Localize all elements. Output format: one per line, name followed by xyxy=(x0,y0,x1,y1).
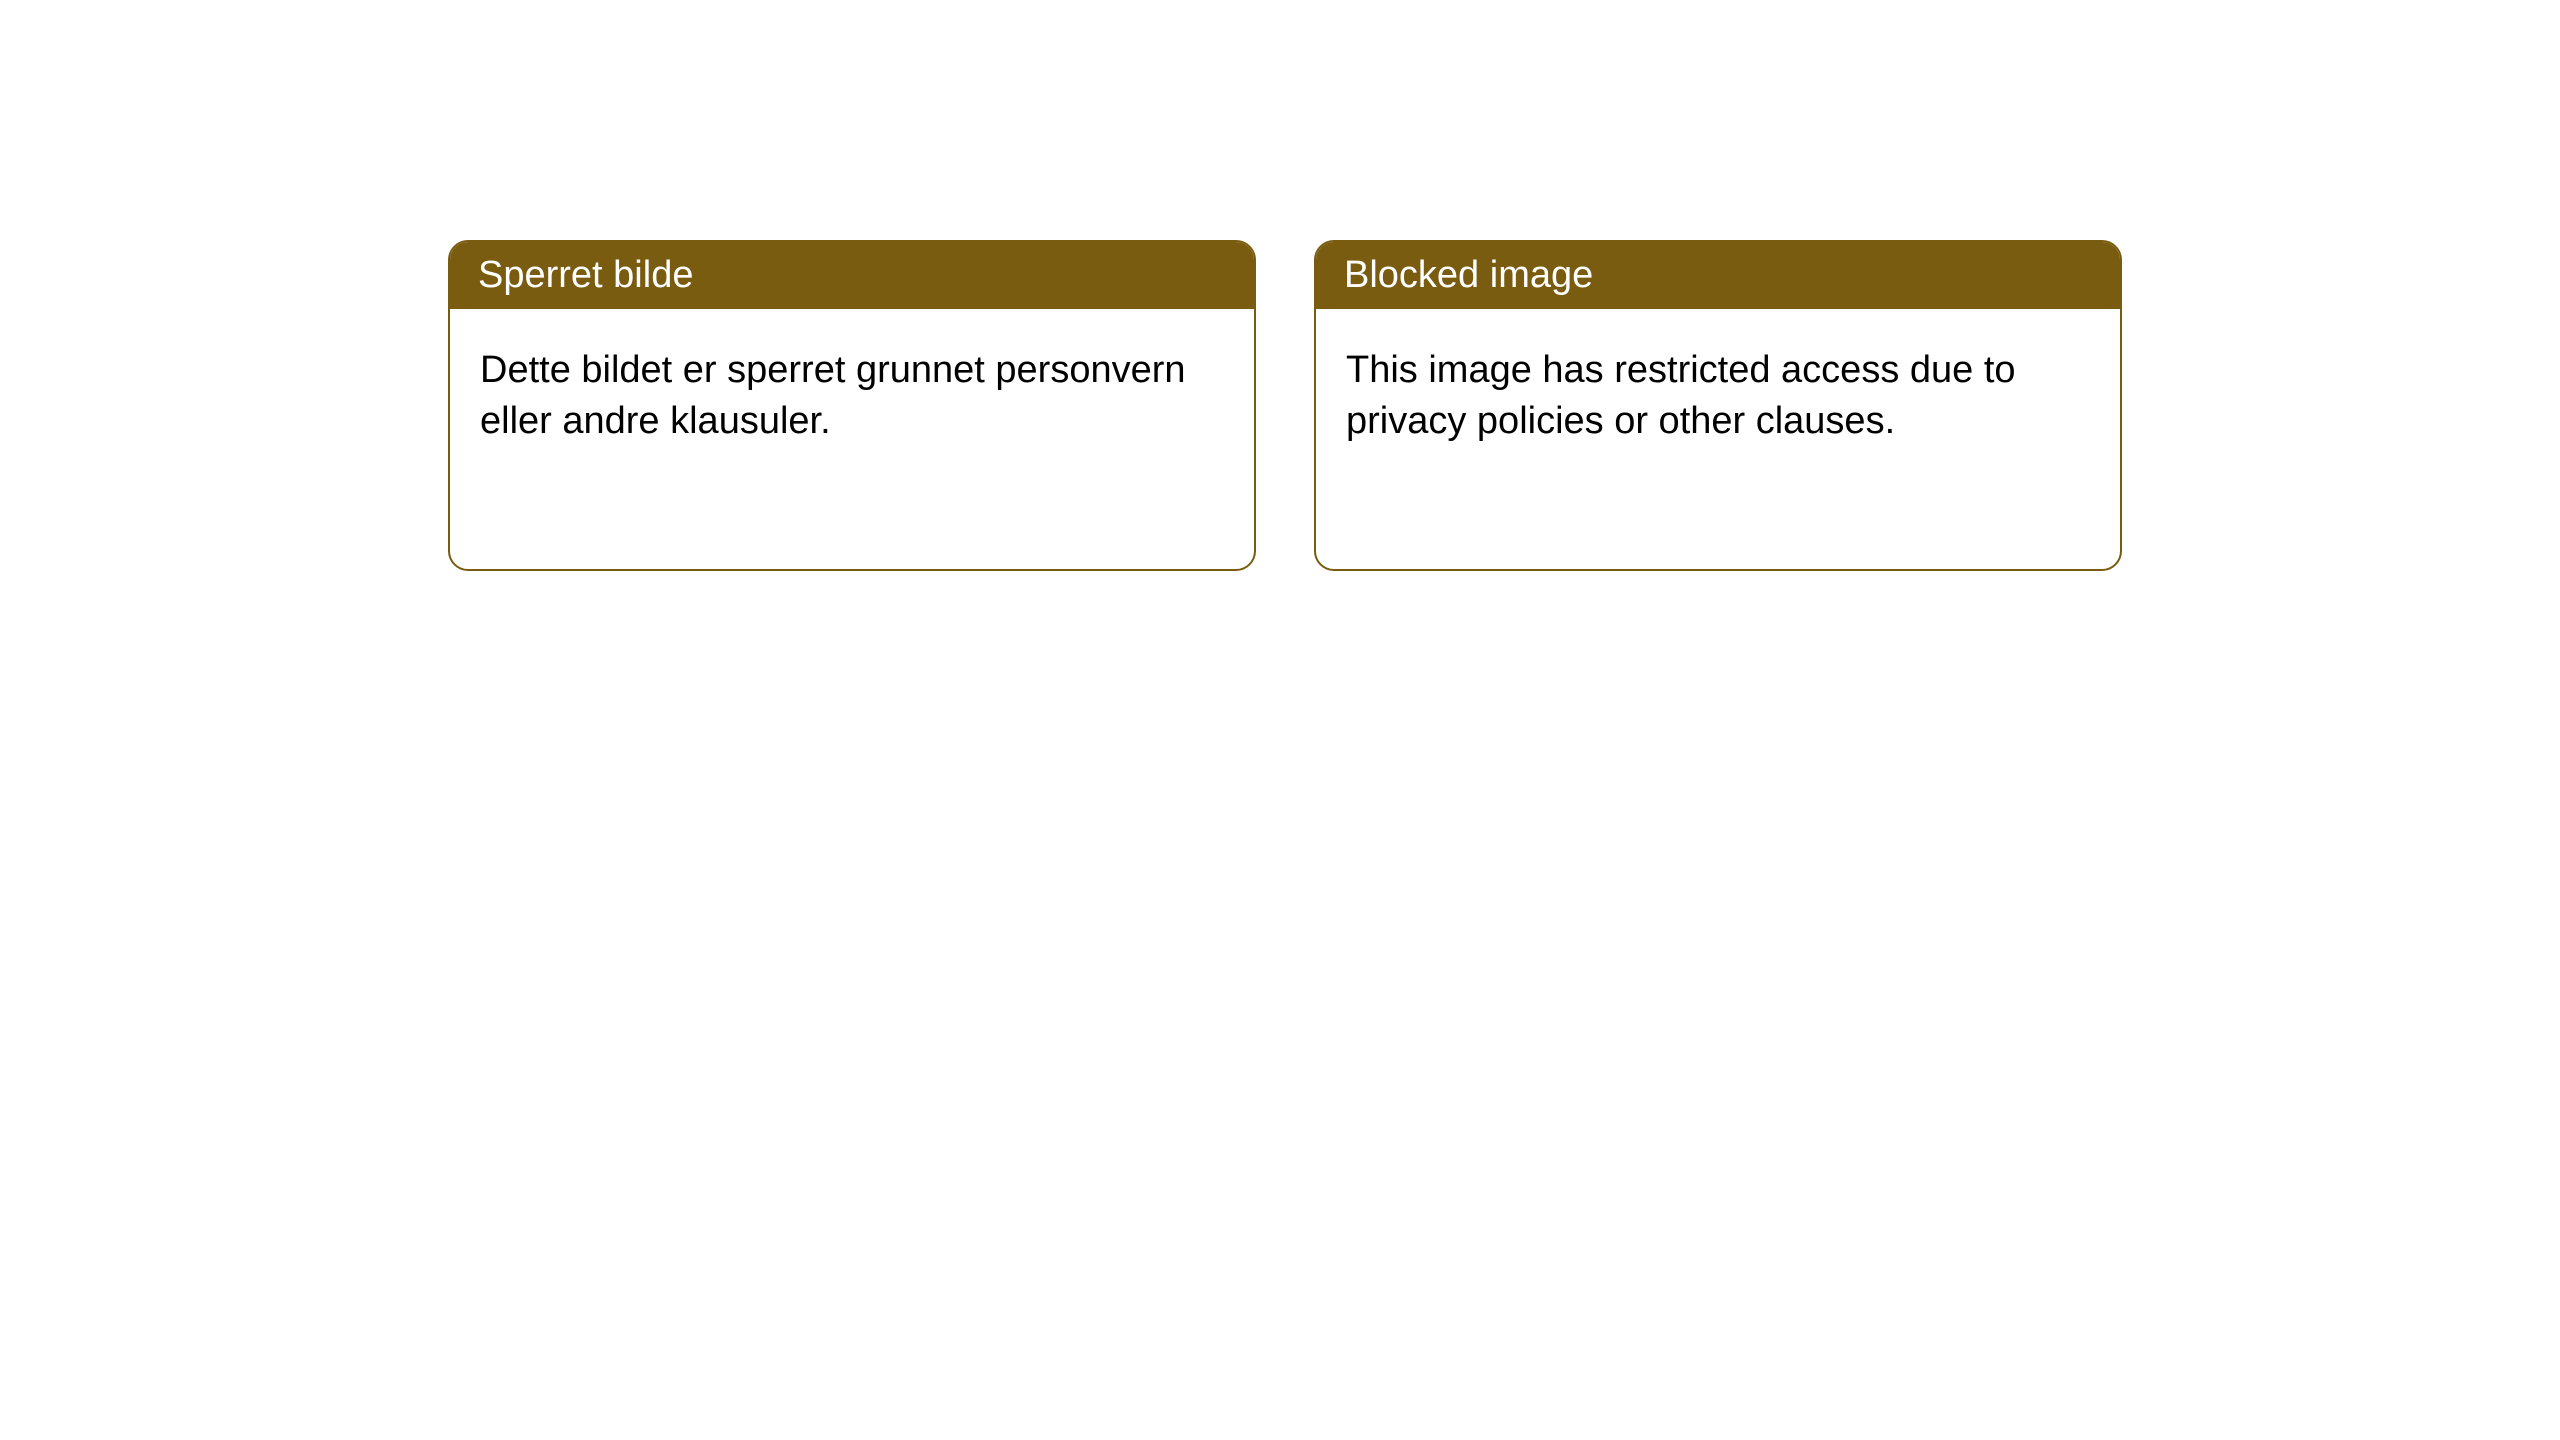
card-title-norwegian: Sperret bilde xyxy=(478,254,693,296)
card-body-english: This image has restricted access due to … xyxy=(1316,309,2120,569)
notice-card-norwegian: Sperret bilde Dette bildet er sperret gr… xyxy=(448,240,1256,571)
card-message-norwegian: Dette bildet er sperret grunnet personve… xyxy=(480,349,1186,442)
card-title-english: Blocked image xyxy=(1344,254,1593,296)
card-message-english: This image has restricted access due to … xyxy=(1346,349,2016,442)
card-header-english: Blocked image xyxy=(1316,242,2120,309)
card-header-norwegian: Sperret bilde xyxy=(450,242,1254,309)
card-container: Sperret bilde Dette bildet er sperret gr… xyxy=(0,0,2560,571)
card-body-norwegian: Dette bildet er sperret grunnet personve… xyxy=(450,309,1254,569)
notice-card-english: Blocked image This image has restricted … xyxy=(1314,240,2122,571)
